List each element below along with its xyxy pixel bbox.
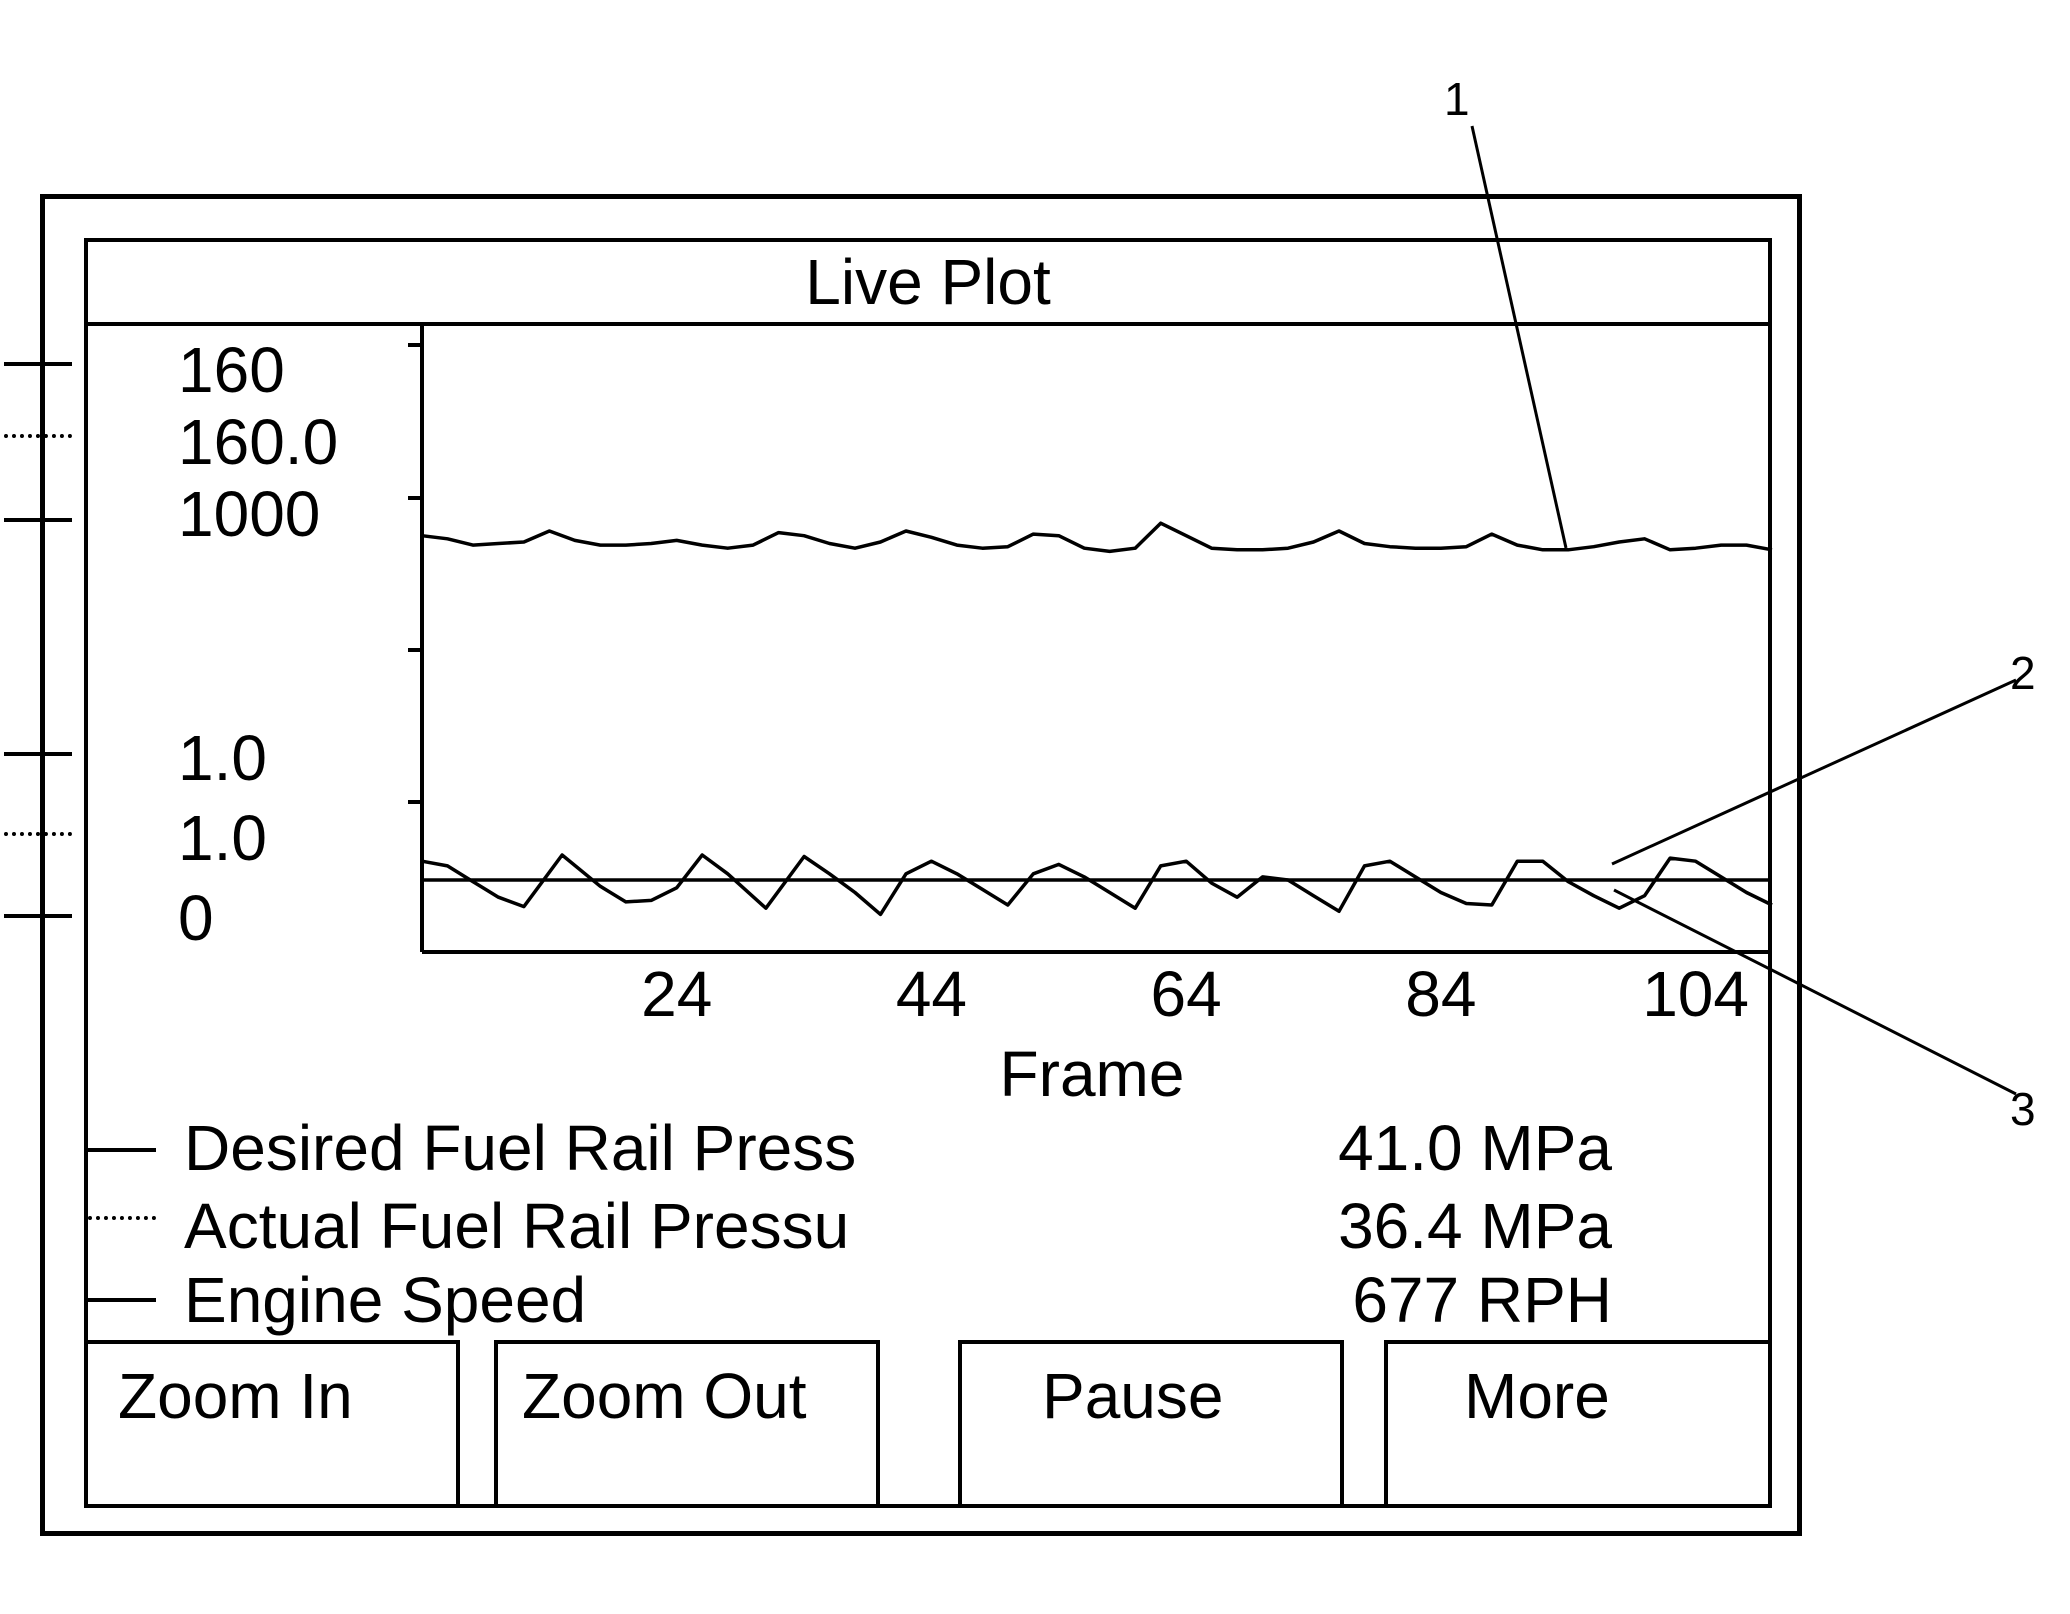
scale-swatch-5 [4, 914, 72, 918]
plot-axes [408, 326, 1772, 954]
readout-swatch-engine-speed [88, 1298, 156, 1302]
x-axis-label: Frame [1000, 1038, 1185, 1110]
callout-2-leader [1611, 678, 2017, 866]
callout-2: 2 [2010, 647, 2036, 699]
device-frame [40, 194, 1802, 1536]
scale-label-1: 160.0 [178, 406, 339, 478]
callout-1: 1 [1444, 73, 1470, 125]
pause-button[interactable]: Pause [958, 1340, 1344, 1508]
callout-leaders [1470, 125, 2017, 1096]
zoom-out-label: Zoom Out [522, 1360, 807, 1432]
callout-3-leader [1613, 888, 2017, 1096]
readout-label-engine-speed: Engine Speed [184, 1264, 587, 1336]
readout-row-desired: Desired Fuel Rail Press 41.0 MPa [84, 1116, 1772, 1180]
callout-3: 3 [2010, 1083, 2036, 1135]
more-label: More [1464, 1360, 1610, 1432]
x-tick-label-44: 44 [896, 958, 967, 1030]
readout-swatch-desired [88, 1148, 156, 1152]
more-button[interactable]: More [1384, 1340, 1772, 1508]
zoom-out-button[interactable]: Zoom Out [494, 1340, 880, 1508]
readout-value-engine-speed: 677 RPH [1352, 1264, 1612, 1336]
x-tick-label-24: 24 [641, 958, 712, 1030]
scale-label-2: 1000 [178, 478, 321, 550]
scale-swatch-2 [4, 518, 72, 522]
scale-label-3: 1.0 [178, 722, 267, 794]
scale-swatch-4 [4, 832, 72, 836]
readout-label-actual: Actual Fuel Rail Pressu [184, 1190, 850, 1262]
readout-row-engine-speed: Engine Speed 677 RPH [84, 1268, 1772, 1332]
x-tick-label-104: 104 [1642, 958, 1749, 1030]
plot-series [421, 521, 1773, 917]
screen-frame [84, 238, 1772, 1508]
scale-label-0: 160 [178, 334, 285, 406]
readout-value-desired: 41.0 MPa [1338, 1112, 1612, 1184]
series-line-actual-fuel-rail-pressu [421, 853, 1773, 917]
x-tick-label-84: 84 [1405, 958, 1476, 1030]
scale-label-4: 1.0 [178, 802, 267, 874]
readout-swatch-actual [88, 1216, 156, 1220]
callout-1-leader [1470, 125, 1568, 549]
scale-swatch-0 [4, 362, 72, 366]
zoom-in-label: Zoom In [118, 1360, 353, 1432]
readout-label-desired: Desired Fuel Rail Press [184, 1112, 857, 1184]
zoom-in-button[interactable]: Zoom In [84, 1340, 460, 1508]
series-line-engine-speed [421, 521, 1773, 554]
page-title: Live Plot [84, 238, 1772, 326]
plot-x-ticks: 24 44 64 84 104 [641, 958, 1749, 1030]
x-tick-label-64: 64 [1151, 958, 1222, 1030]
pause-label: Pause [1042, 1360, 1224, 1432]
readout-value-actual: 36.4 MPa [1338, 1190, 1612, 1262]
scale-swatch-1 [4, 434, 72, 438]
scale-label-5: 0 [178, 882, 214, 954]
readout-row-actual: Actual Fuel Rail Pressu 36.4 MPa [84, 1194, 1772, 1258]
scale-swatch-3 [4, 752, 72, 756]
